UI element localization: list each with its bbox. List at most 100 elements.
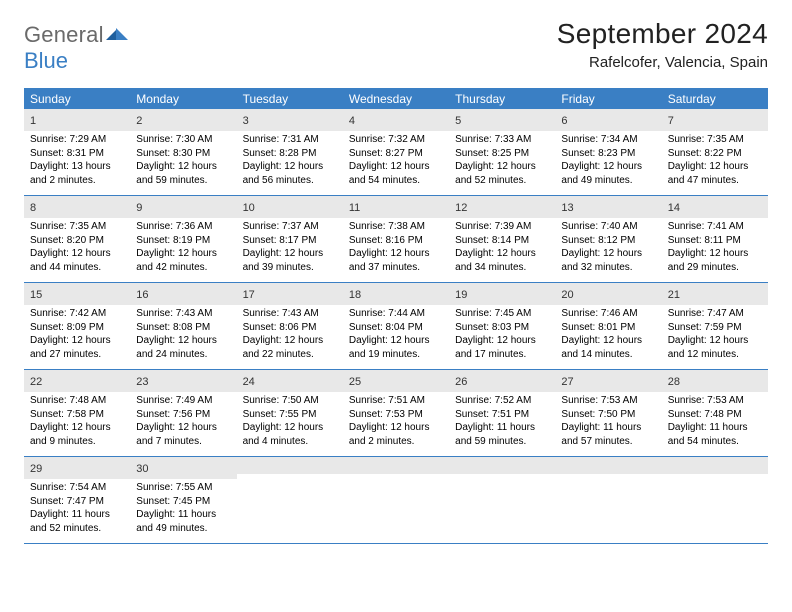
day-cell: 23Sunrise: 7:49 AMSunset: 7:56 PMDayligh…	[130, 370, 236, 456]
daynum-row: 29	[24, 457, 130, 479]
day-body: Sunrise: 7:53 AMSunset: 7:48 PMDaylight:…	[662, 392, 768, 452]
day-body: Sunrise: 7:33 AMSunset: 8:25 PMDaylight:…	[449, 131, 555, 191]
daynum-row: 15	[24, 283, 130, 305]
sunrise-text: Sunrise: 7:39 AM	[455, 220, 549, 234]
day-body	[662, 474, 768, 534]
daynum-row	[343, 457, 449, 474]
day-body: Sunrise: 7:35 AMSunset: 8:20 PMDaylight:…	[24, 218, 130, 278]
day-body: Sunrise: 7:54 AMSunset: 7:47 PMDaylight:…	[24, 479, 130, 539]
sunrise-text: Sunrise: 7:49 AM	[136, 394, 230, 408]
day-number: 29	[30, 463, 42, 475]
sunrise-text: Sunrise: 7:55 AM	[136, 481, 230, 495]
day-body: Sunrise: 7:45 AMSunset: 8:03 PMDaylight:…	[449, 305, 555, 365]
sunrise-text: Sunrise: 7:41 AM	[668, 220, 762, 234]
sunrise-text: Sunrise: 7:43 AM	[136, 307, 230, 321]
day-number: 27	[561, 376, 573, 388]
sunset-text: Sunset: 7:55 PM	[243, 408, 337, 422]
day-number: 2	[136, 115, 142, 127]
day-body: Sunrise: 7:34 AMSunset: 8:23 PMDaylight:…	[555, 131, 661, 191]
daylight-text: Daylight: 12 hours and 19 minutes.	[349, 334, 443, 361]
sunset-text: Sunset: 7:58 PM	[30, 408, 124, 422]
day-body: Sunrise: 7:50 AMSunset: 7:55 PMDaylight:…	[237, 392, 343, 452]
day-number: 8	[30, 202, 36, 214]
day-cell: 4Sunrise: 7:32 AMSunset: 8:27 PMDaylight…	[343, 109, 449, 195]
daynum-row: 13	[555, 196, 661, 218]
location: Rafelcofer, Valencia, Spain	[557, 54, 768, 71]
day-body: Sunrise: 7:38 AMSunset: 8:16 PMDaylight:…	[343, 218, 449, 278]
daynum-row: 30	[130, 457, 236, 479]
month-title: September 2024	[557, 18, 768, 50]
daylight-text: Daylight: 12 hours and 52 minutes.	[455, 160, 549, 187]
day-number: 10	[243, 202, 255, 214]
day-body	[343, 474, 449, 534]
sunrise-text: Sunrise: 7:51 AM	[349, 394, 443, 408]
sunrise-text: Sunrise: 7:45 AM	[455, 307, 549, 321]
sunset-text: Sunset: 8:23 PM	[561, 147, 655, 161]
day-number: 17	[243, 289, 255, 301]
brand-part2: Blue	[24, 48, 68, 73]
daynum-row: 7	[662, 109, 768, 131]
daynum-row: 25	[343, 370, 449, 392]
daynum-row: 28	[662, 370, 768, 392]
sunrise-text: Sunrise: 7:36 AM	[136, 220, 230, 234]
day-body: Sunrise: 7:48 AMSunset: 7:58 PMDaylight:…	[24, 392, 130, 452]
day-cell	[237, 457, 343, 543]
day-number: 12	[455, 202, 467, 214]
sunrise-text: Sunrise: 7:54 AM	[30, 481, 124, 495]
sunset-text: Sunset: 7:51 PM	[455, 408, 549, 422]
sunrise-text: Sunrise: 7:53 AM	[668, 394, 762, 408]
sunset-text: Sunset: 8:19 PM	[136, 234, 230, 248]
daynum-row	[449, 457, 555, 474]
daylight-text: Daylight: 12 hours and 37 minutes.	[349, 247, 443, 274]
day-number: 3	[243, 115, 249, 127]
sunset-text: Sunset: 8:06 PM	[243, 321, 337, 335]
day-cell: 18Sunrise: 7:44 AMSunset: 8:04 PMDayligh…	[343, 283, 449, 369]
daynum-row: 10	[237, 196, 343, 218]
day-number: 15	[30, 289, 42, 301]
day-body: Sunrise: 7:49 AMSunset: 7:56 PMDaylight:…	[130, 392, 236, 452]
sunset-text: Sunset: 8:16 PM	[349, 234, 443, 248]
dow-thu: Thursday	[449, 89, 555, 109]
daynum-row: 18	[343, 283, 449, 305]
sunset-text: Sunset: 8:27 PM	[349, 147, 443, 161]
dow-wed: Wednesday	[343, 89, 449, 109]
sunrise-text: Sunrise: 7:46 AM	[561, 307, 655, 321]
sunset-text: Sunset: 7:53 PM	[349, 408, 443, 422]
sunset-text: Sunset: 8:04 PM	[349, 321, 443, 335]
sunset-text: Sunset: 8:22 PM	[668, 147, 762, 161]
daylight-text: Daylight: 12 hours and 24 minutes.	[136, 334, 230, 361]
day-body: Sunrise: 7:52 AMSunset: 7:51 PMDaylight:…	[449, 392, 555, 452]
daynum-row: 6	[555, 109, 661, 131]
day-cell: 13Sunrise: 7:40 AMSunset: 8:12 PMDayligh…	[555, 196, 661, 282]
week-row: 22Sunrise: 7:48 AMSunset: 7:58 PMDayligh…	[24, 370, 768, 457]
sunset-text: Sunset: 8:01 PM	[561, 321, 655, 335]
dow-row: Sunday Monday Tuesday Wednesday Thursday…	[24, 89, 768, 109]
sunrise-text: Sunrise: 7:40 AM	[561, 220, 655, 234]
daylight-text: Daylight: 12 hours and 42 minutes.	[136, 247, 230, 274]
daylight-text: Daylight: 13 hours and 2 minutes.	[30, 160, 124, 187]
week-row: 15Sunrise: 7:42 AMSunset: 8:09 PMDayligh…	[24, 283, 768, 370]
daynum-row: 12	[449, 196, 555, 218]
day-cell: 28Sunrise: 7:53 AMSunset: 7:48 PMDayligh…	[662, 370, 768, 456]
sunrise-text: Sunrise: 7:47 AM	[668, 307, 762, 321]
day-body: Sunrise: 7:44 AMSunset: 8:04 PMDaylight:…	[343, 305, 449, 365]
day-body: Sunrise: 7:31 AMSunset: 8:28 PMDaylight:…	[237, 131, 343, 191]
sunrise-text: Sunrise: 7:50 AM	[243, 394, 337, 408]
day-cell: 7Sunrise: 7:35 AMSunset: 8:22 PMDaylight…	[662, 109, 768, 195]
day-cell: 15Sunrise: 7:42 AMSunset: 8:09 PMDayligh…	[24, 283, 130, 369]
sunset-text: Sunset: 7:47 PM	[30, 495, 124, 509]
week-row: 29Sunrise: 7:54 AMSunset: 7:47 PMDayligh…	[24, 457, 768, 544]
sunrise-text: Sunrise: 7:43 AM	[243, 307, 337, 321]
daylight-text: Daylight: 11 hours and 49 minutes.	[136, 508, 230, 535]
daylight-text: Daylight: 12 hours and 49 minutes.	[561, 160, 655, 187]
sunrise-text: Sunrise: 7:31 AM	[243, 133, 337, 147]
sunrise-text: Sunrise: 7:42 AM	[30, 307, 124, 321]
daylight-text: Daylight: 12 hours and 59 minutes.	[136, 160, 230, 187]
flag-icon	[106, 26, 128, 47]
sunset-text: Sunset: 8:08 PM	[136, 321, 230, 335]
day-body: Sunrise: 7:41 AMSunset: 8:11 PMDaylight:…	[662, 218, 768, 278]
daynum-row: 9	[130, 196, 236, 218]
daynum-row: 16	[130, 283, 236, 305]
day-number: 16	[136, 289, 148, 301]
sunrise-text: Sunrise: 7:38 AM	[349, 220, 443, 234]
